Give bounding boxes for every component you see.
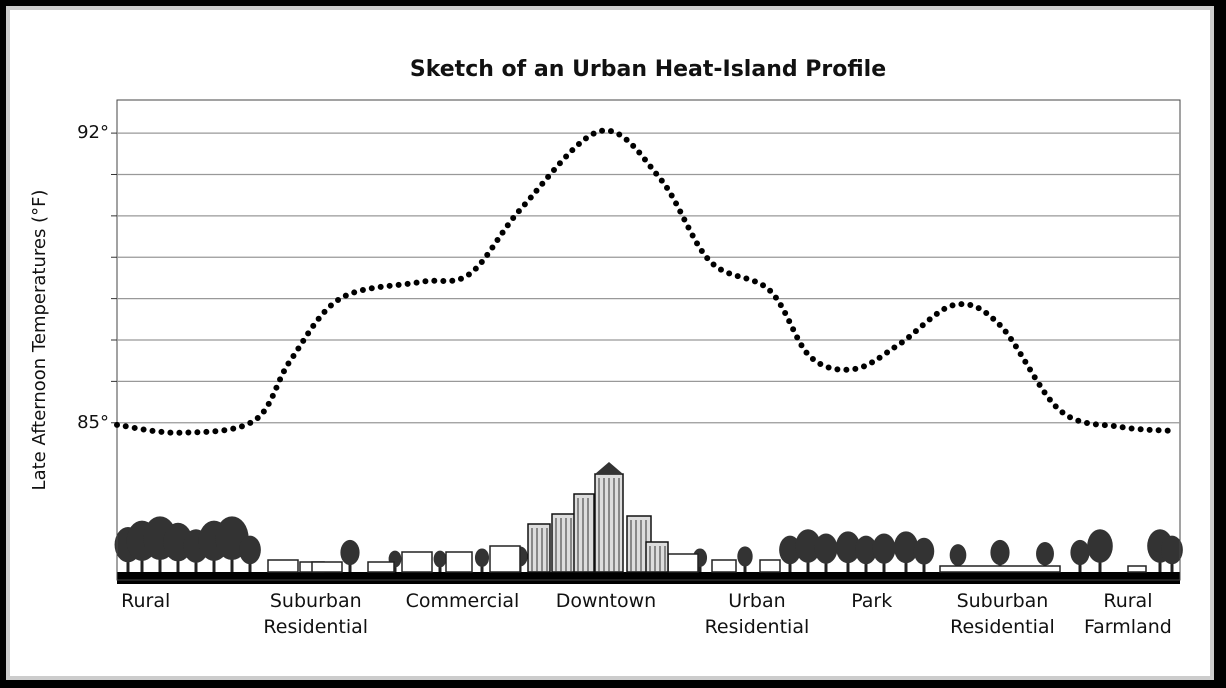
chart-title: Sketch of an Urban Heat-Island Profile [410, 57, 886, 82]
x-tick-label: Rural Farmland [1048, 588, 1208, 640]
house [312, 562, 342, 572]
house [368, 562, 394, 572]
house [940, 566, 1060, 572]
temperature-line [117, 131, 1176, 433]
tree [737, 546, 752, 566]
house [760, 560, 780, 572]
y-tick-label: 92° [77, 122, 109, 143]
tree [914, 538, 934, 565]
x-tick-label: Downtown [526, 588, 686, 614]
house [1128, 566, 1146, 572]
ground [117, 572, 1180, 584]
building [574, 494, 594, 572]
tree [475, 548, 489, 566]
tree [1070, 540, 1089, 565]
house [268, 560, 298, 572]
x-tick-label: Rural [66, 588, 226, 614]
tree [1087, 529, 1113, 563]
x-tick-label: Suburban Residential [236, 588, 396, 640]
house [446, 552, 472, 572]
house [402, 552, 432, 572]
tree [340, 540, 359, 565]
tower-roof [595, 462, 623, 474]
house [490, 546, 520, 572]
y-axis-label: Late Afternoon Temperatures (°F) [29, 190, 50, 491]
house [712, 560, 736, 572]
tree [239, 536, 261, 565]
tree [434, 551, 447, 568]
skyline [115, 462, 1183, 584]
tree [872, 533, 895, 563]
y-tick-label: 85° [77, 412, 109, 433]
tree [814, 533, 837, 563]
page: Sketch of an Urban Heat-Island Profile L… [0, 0, 1226, 688]
x-tick-label: Commercial [382, 588, 542, 614]
tree [990, 540, 1009, 565]
tree [1036, 542, 1054, 566]
chart: Sketch of an Urban Heat-Island Profile L… [0, 0, 1226, 688]
tree [950, 544, 967, 566]
house [668, 554, 698, 572]
